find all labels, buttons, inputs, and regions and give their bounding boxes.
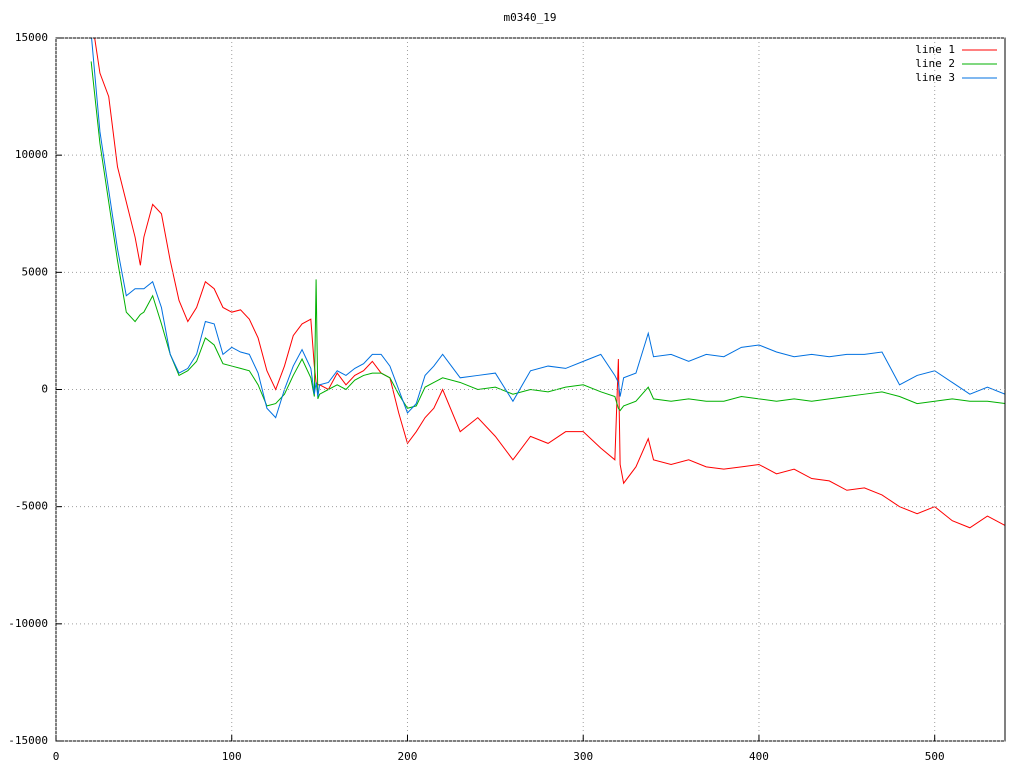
x-tick-label: 200 [398, 750, 418, 763]
x-tick-label: 100 [222, 750, 242, 763]
y-tick-label: 5000 [22, 265, 49, 278]
x-tick-label: 500 [925, 750, 945, 763]
chart-title: m0340_19 [504, 11, 557, 24]
plot-area [90, 38, 1005, 529]
y-tick-label: -10000 [8, 617, 48, 630]
x-tick-label: 300 [573, 750, 593, 763]
legend-label: line 1 [915, 43, 955, 56]
y-tick-label: 10000 [15, 148, 48, 161]
data-line [90, 61, 1005, 412]
y-tick-label: 0 [41, 383, 48, 396]
y-tick-label: -5000 [15, 500, 48, 513]
y-tick-label: -15000 [8, 734, 48, 747]
x-tick-label: 0 [53, 750, 60, 763]
y-tick-label: 15000 [15, 31, 48, 44]
legend-label: line 3 [915, 71, 955, 84]
legend-label: line 2 [915, 57, 955, 70]
x-tick-label: 400 [749, 750, 769, 763]
data-line [91, 38, 1005, 419]
data-line [94, 38, 1005, 529]
